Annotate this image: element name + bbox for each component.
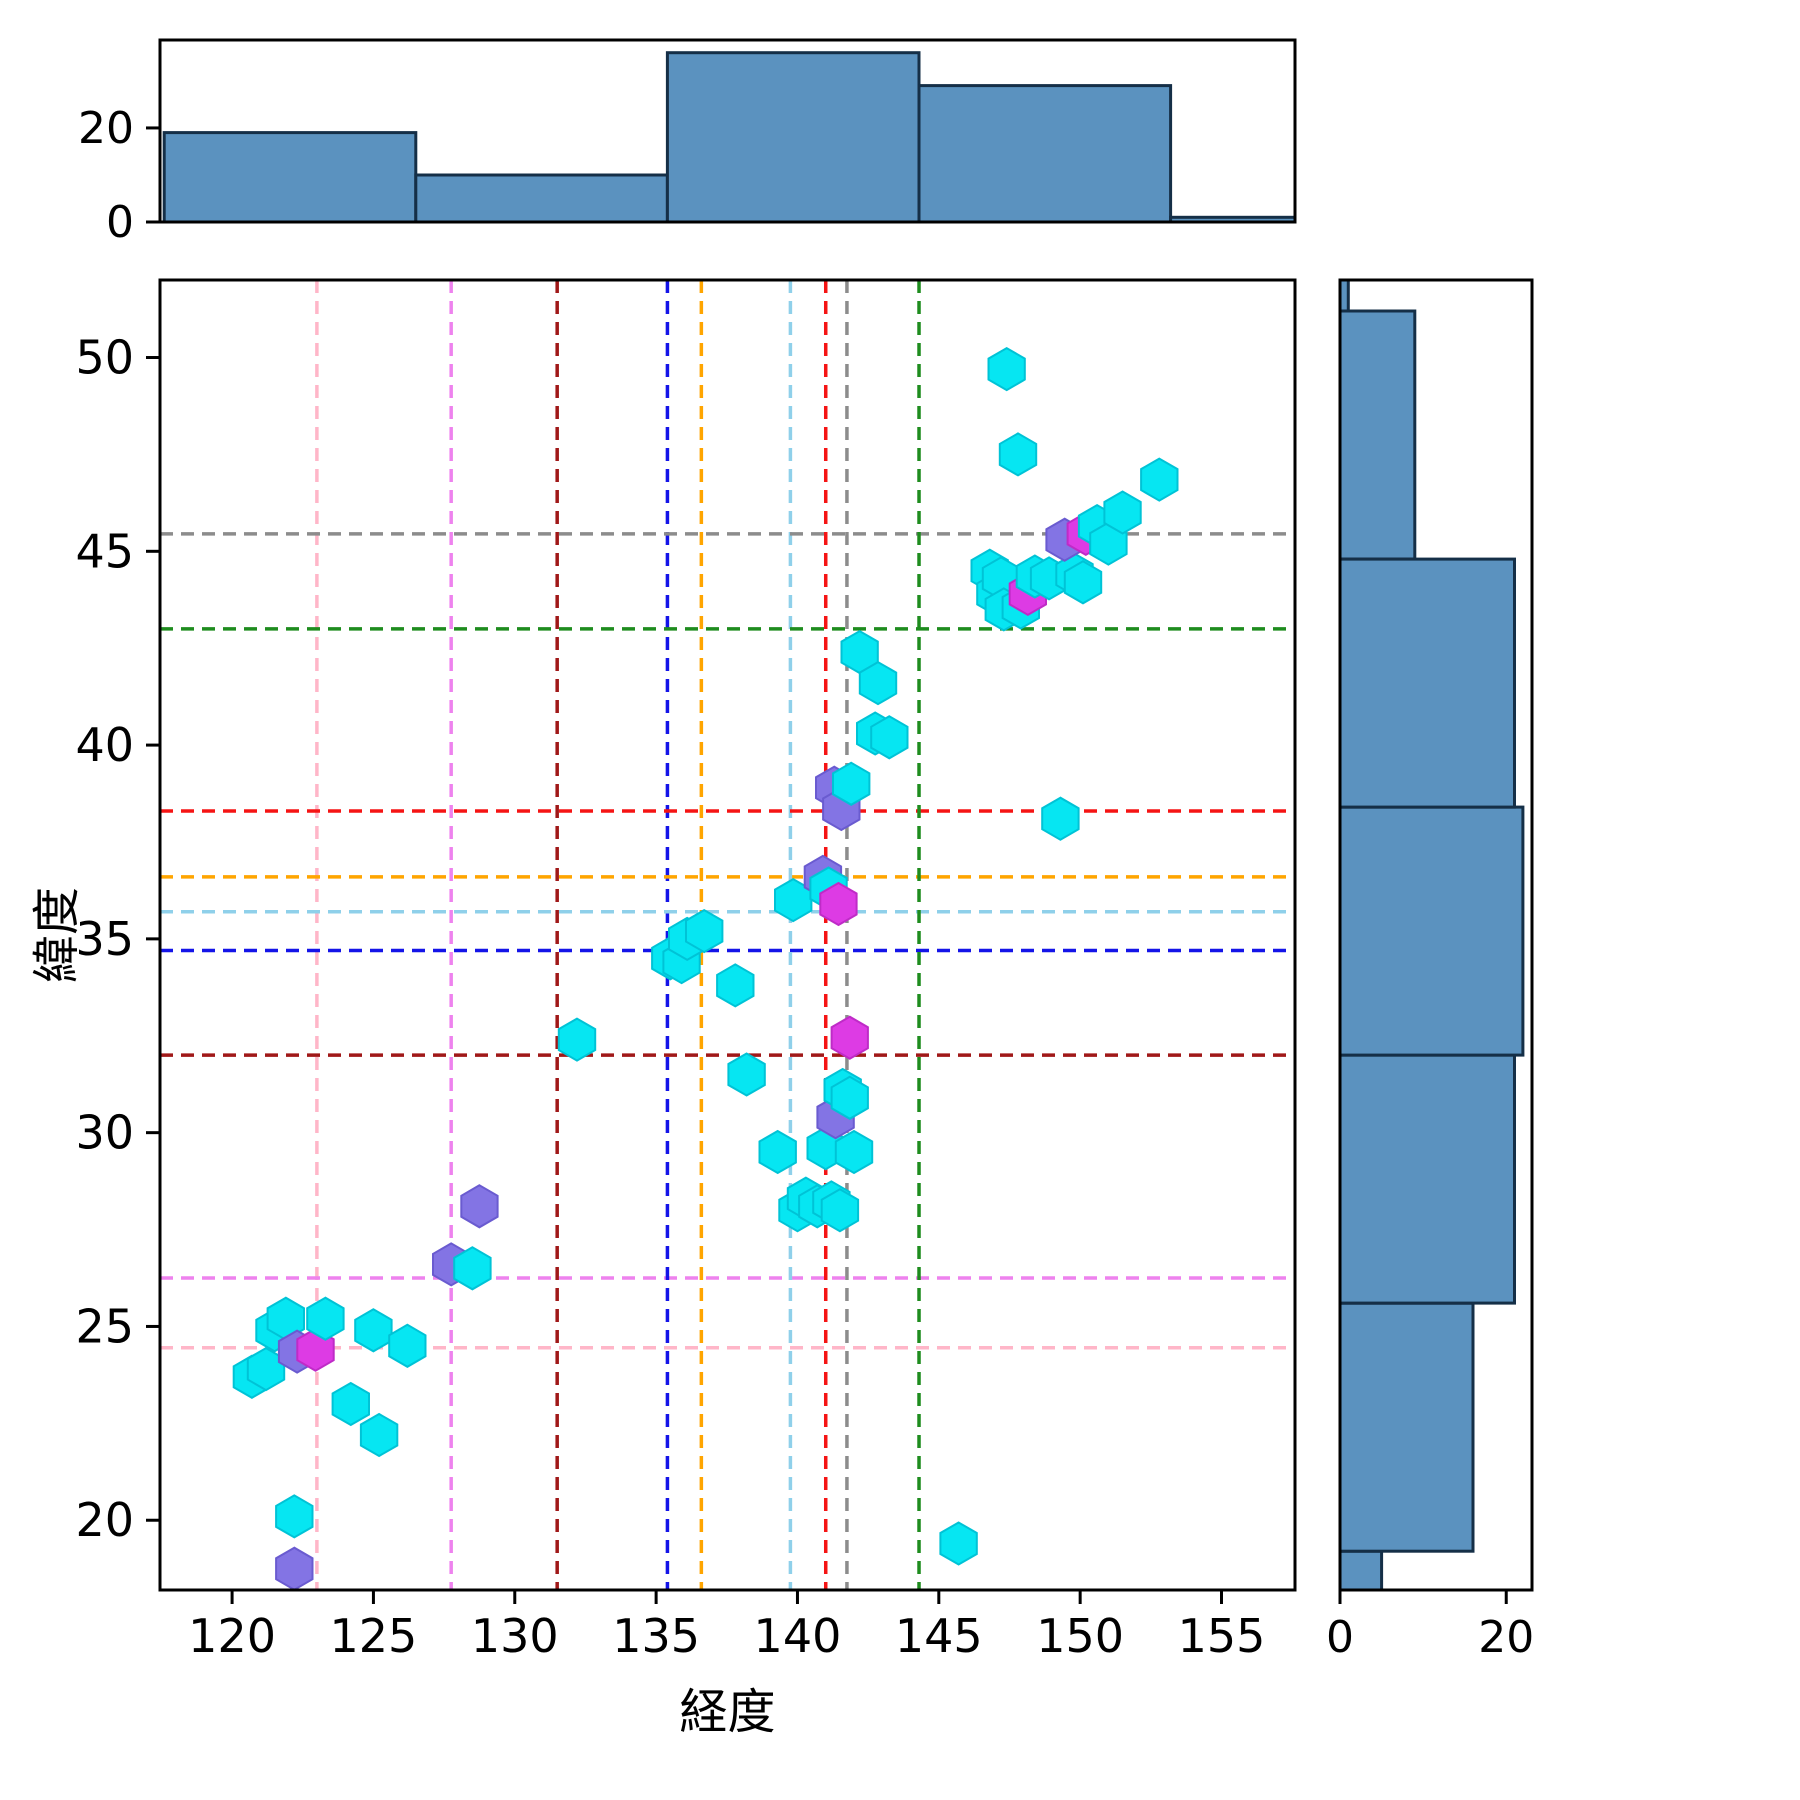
- data-point: [1140, 457, 1179, 502]
- tick-label: 40: [75, 718, 134, 772]
- data-point: [354, 1308, 393, 1353]
- data-point: [453, 1246, 492, 1291]
- axes-spine: [158, 278, 1297, 1592]
- data-point: [716, 963, 755, 1008]
- data-point: [758, 1129, 797, 1175]
- data-point: [819, 881, 858, 927]
- histogram-bar: [1338, 1053, 1516, 1305]
- data-point: [1063, 560, 1103, 605]
- tick-label: 150: [1036, 1609, 1124, 1663]
- data-point: [557, 1017, 597, 1062]
- data-point: [832, 761, 871, 806]
- data-point: [870, 715, 909, 760]
- data-point: [830, 1015, 869, 1060]
- marginal-histogram-top: [146, 38, 1297, 224]
- data-point: [359, 1412, 399, 1458]
- y-axis-label: 緯度: [29, 887, 85, 984]
- data-point: [460, 1184, 499, 1229]
- data-point: [939, 1521, 978, 1566]
- histogram-bar: [1338, 1301, 1475, 1553]
- data-point: [830, 1075, 869, 1120]
- tick-label: 35: [75, 912, 134, 966]
- tick-label: 125: [330, 1609, 418, 1663]
- data-point: [331, 1381, 370, 1427]
- axes-spine: [1338, 278, 1534, 1592]
- tick-label: 50: [75, 331, 134, 385]
- tick-label: 135: [612, 1609, 700, 1663]
- data-point: [275, 1546, 314, 1591]
- data-point: [1103, 490, 1142, 535]
- scatter-axes: [146, 278, 1297, 1604]
- data-point: [820, 1188, 860, 1233]
- data-point: [1041, 796, 1080, 841]
- tick-label: 140: [754, 1609, 842, 1663]
- tick-label: 20: [78, 103, 134, 154]
- tick-label: 120: [188, 1609, 276, 1663]
- tick-label: 20: [1478, 1612, 1534, 1663]
- histogram-bar: [665, 51, 921, 224]
- data-point: [1089, 521, 1128, 566]
- data-point: [388, 1323, 427, 1368]
- tick-label: 45: [75, 524, 134, 578]
- data-point: [275, 1494, 314, 1539]
- data-point: [306, 1296, 345, 1341]
- tick-label: 0: [1326, 1612, 1354, 1663]
- tick-label: 20: [75, 1493, 134, 1547]
- scatter-points: [232, 346, 1179, 1591]
- tick-label: 145: [895, 1609, 983, 1663]
- histogram-bar: [917, 84, 1173, 224]
- tick-label: 130: [471, 1609, 559, 1663]
- tick-label: 25: [75, 1299, 134, 1353]
- data-point: [727, 1052, 766, 1097]
- tick-label: 0: [106, 197, 134, 248]
- data-point: [987, 346, 1026, 392]
- data-point: [834, 1129, 874, 1175]
- histogram-bar: [1338, 805, 1525, 1057]
- x-axis-label: 経度: [679, 1684, 776, 1740]
- histogram-bar: [1338, 1549, 1384, 1592]
- histogram-bar: [1338, 309, 1417, 561]
- data-point: [998, 432, 1038, 477]
- histogram-bar: [414, 173, 669, 224]
- tick-label: 30: [75, 1106, 134, 1160]
- reference-lines: [160, 280, 1295, 1590]
- histogram-bar: [162, 131, 418, 224]
- axes-spine: [158, 38, 1297, 224]
- data-point: [685, 908, 724, 954]
- marginal-histogram-right: [1338, 278, 1534, 1604]
- histogram-bar: [1338, 557, 1516, 809]
- data-point: [858, 660, 898, 706]
- tick-label: 155: [1178, 1609, 1266, 1663]
